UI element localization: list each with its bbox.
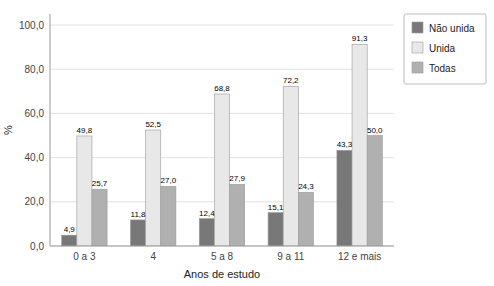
bar bbox=[161, 186, 176, 246]
chart: 0,020,040,060,080,0100,04,911,812,415,14… bbox=[0, 0, 494, 286]
y-tick-label: 60,0 bbox=[25, 108, 45, 119]
bar bbox=[230, 184, 245, 246]
data-label: 27,0 bbox=[161, 176, 177, 185]
legend-label: Unida bbox=[429, 43, 456, 54]
grid-line bbox=[50, 69, 394, 70]
data-label: 4,9 bbox=[64, 225, 76, 234]
bar bbox=[283, 86, 298, 246]
data-label: 50,0 bbox=[367, 126, 383, 135]
bar bbox=[77, 136, 92, 246]
y-tick-label: 100,0 bbox=[19, 20, 44, 31]
grid-line bbox=[50, 246, 394, 247]
y-tick-label: 40,0 bbox=[25, 152, 45, 163]
data-label: 25,7 bbox=[92, 179, 108, 188]
y-tick-labels: 0,0 20,0 40,0 60,0 80,0 100,0 bbox=[19, 20, 44, 252]
x-tick-label: 9 a 11 bbox=[277, 251, 304, 262]
data-label: 27,9 bbox=[229, 174, 245, 183]
bar bbox=[214, 94, 229, 246]
x-tick-label: 4 bbox=[150, 251, 156, 262]
y-tick-label: 0,0 bbox=[30, 241, 44, 252]
data-label: 72,2 bbox=[283, 76, 299, 85]
bar bbox=[367, 136, 382, 246]
bars bbox=[62, 44, 383, 246]
y-tick-label: 20,0 bbox=[25, 196, 45, 207]
x-axis-label: Anos de estudo bbox=[184, 268, 260, 280]
data-label: 15,1 bbox=[268, 203, 284, 212]
data-label: 43,3 bbox=[337, 140, 353, 149]
x-axis-line bbox=[50, 246, 394, 247]
bar bbox=[268, 213, 283, 246]
chart-container: 0,020,040,060,080,0100,04,911,812,415,14… bbox=[0, 0, 494, 286]
x-tick-label: 12 e mais bbox=[338, 251, 381, 262]
legend-swatch bbox=[412, 22, 423, 33]
data-label: 12,4 bbox=[199, 209, 215, 218]
bar bbox=[146, 130, 161, 246]
bar bbox=[298, 192, 313, 246]
bar bbox=[62, 235, 77, 246]
legend-swatch bbox=[412, 42, 423, 53]
bar bbox=[130, 220, 145, 246]
bar bbox=[92, 189, 107, 246]
legend-swatch bbox=[412, 62, 423, 73]
data-label: 91,3 bbox=[352, 34, 368, 43]
data-label: 49,8 bbox=[77, 126, 93, 135]
bar bbox=[199, 219, 214, 246]
data-label: 11,8 bbox=[131, 210, 147, 219]
bar bbox=[337, 150, 352, 246]
data-label: 52,5 bbox=[145, 120, 161, 129]
legend-frame bbox=[404, 14, 486, 84]
y-tick-label: 80,0 bbox=[25, 64, 45, 75]
data-label: 68,8 bbox=[214, 84, 230, 93]
bar bbox=[352, 44, 367, 246]
data-label: 24,3 bbox=[298, 182, 314, 191]
x-tick-labels: 0 a 3 4 5 a 8 9 a 11 12 e mais bbox=[73, 251, 381, 262]
y-axis-label: % bbox=[2, 125, 14, 135]
y-axis-line bbox=[50, 14, 51, 246]
grid-line bbox=[50, 25, 394, 26]
x-tick-label: 5 a 8 bbox=[211, 251, 234, 262]
y-grid bbox=[50, 25, 394, 246]
x-tick-label: 0 a 3 bbox=[73, 251, 96, 262]
legend-label: Todas bbox=[429, 63, 456, 74]
legend: Não unida Unida Todas bbox=[404, 14, 486, 84]
legend-label: Não unida bbox=[429, 23, 475, 34]
data-labels: 4,9 11,8 12,4 15,1 43,3 49,8 52,5 68,8 72,2 91,3 2… bbox=[64, 34, 383, 234]
